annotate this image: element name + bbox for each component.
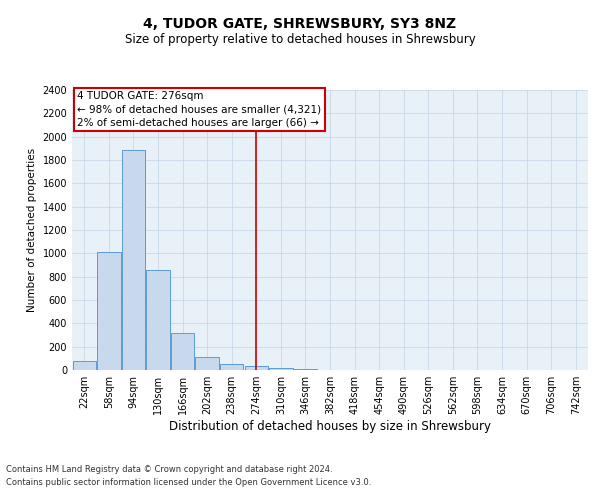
Bar [97,252,121,370]
Text: Size of property relative to detached houses in Shrewsbury: Size of property relative to detached ho… [125,32,475,46]
Bar [269,368,293,370]
Bar [73,360,96,370]
Y-axis label: Number of detached properties: Number of detached properties [27,148,37,312]
Bar [146,270,170,370]
Text: 4, TUDOR GATE, SHREWSBURY, SY3 8NZ: 4, TUDOR GATE, SHREWSBURY, SY3 8NZ [143,18,457,32]
Bar [196,357,219,370]
Text: Contains HM Land Registry data © Crown copyright and database right 2024.: Contains HM Land Registry data © Crown c… [6,466,332,474]
Bar [245,366,268,370]
X-axis label: Distribution of detached houses by size in Shrewsbury: Distribution of detached houses by size … [169,420,491,433]
Bar [220,364,244,370]
Bar [122,150,145,370]
Text: Contains public sector information licensed under the Open Government Licence v3: Contains public sector information licen… [6,478,371,487]
Bar [171,332,194,370]
Bar [294,369,317,370]
Text: 4 TUDOR GATE: 276sqm
← 98% of detached houses are smaller (4,321)
2% of semi-det: 4 TUDOR GATE: 276sqm ← 98% of detached h… [77,92,321,128]
